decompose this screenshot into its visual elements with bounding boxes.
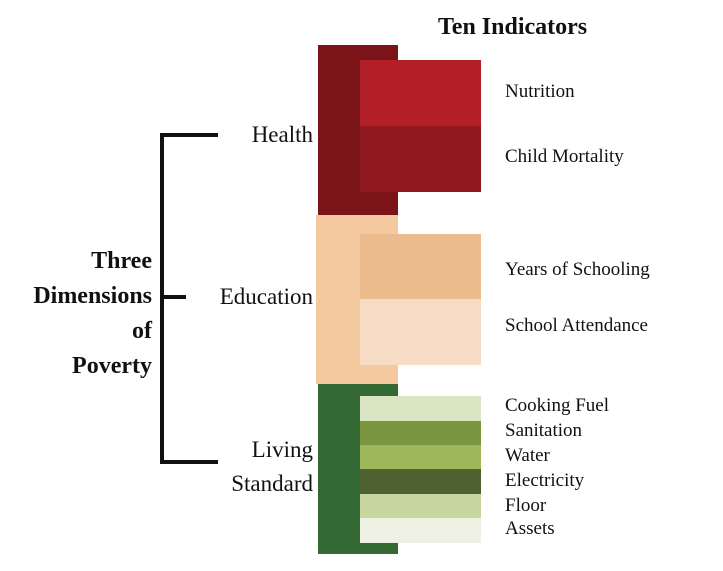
indicator-label-sanitation: Sanitation xyxy=(505,420,583,441)
dimensions-title-line: Poverty xyxy=(72,353,152,379)
diagram-title: Ten Indicators xyxy=(438,14,588,40)
indicator-block-floor xyxy=(360,494,481,518)
indicator-block-cooking-fuel xyxy=(360,396,481,421)
indicator-block-nutrition xyxy=(360,60,481,126)
indicator-label-years-of-schooling: Years of Schooling xyxy=(505,259,650,280)
bracket-arm-living xyxy=(160,460,218,464)
dimensions-title-line: of xyxy=(132,318,152,344)
indicator-label-electricity: Electricity xyxy=(505,470,585,491)
dimensions-title-line: Three xyxy=(91,248,152,274)
dimension-label-education: Education xyxy=(219,284,313,309)
indicator-label-cooking-fuel: Cooking Fuel xyxy=(505,395,609,416)
dimension-label-health: Health xyxy=(251,122,313,147)
indicator-block-electricity xyxy=(360,469,481,494)
indicator-label-water: Water xyxy=(505,445,550,466)
dimension-label-line: Living xyxy=(251,437,313,462)
indicator-label-floor: Floor xyxy=(505,495,547,516)
indicator-label-nutrition: Nutrition xyxy=(505,81,575,102)
indicator-block-child-mortality xyxy=(360,126,481,192)
dimensions-title: Three Dimensions of Poverty xyxy=(0,244,152,384)
dimension-label-line: Standard xyxy=(231,471,313,496)
indicator-block-assets xyxy=(360,518,481,543)
indicator-block-school-attendance xyxy=(360,299,481,365)
indicator-block-sanitation xyxy=(360,421,481,445)
bracket-arm-education xyxy=(160,295,186,299)
indicator-block-water xyxy=(360,445,481,469)
indicator-label-child-mortality: Child Mortality xyxy=(505,146,624,167)
indicator-block-years-of-schooling xyxy=(360,234,481,299)
dimension-label-living-standard: Living Standard xyxy=(180,433,313,501)
indicator-label-school-attendance: School Attendance xyxy=(505,315,648,336)
dimensions-title-line: Dimensions xyxy=(33,283,152,309)
bracket-arm-health xyxy=(160,133,218,137)
indicator-label-assets: Assets xyxy=(505,518,555,539)
